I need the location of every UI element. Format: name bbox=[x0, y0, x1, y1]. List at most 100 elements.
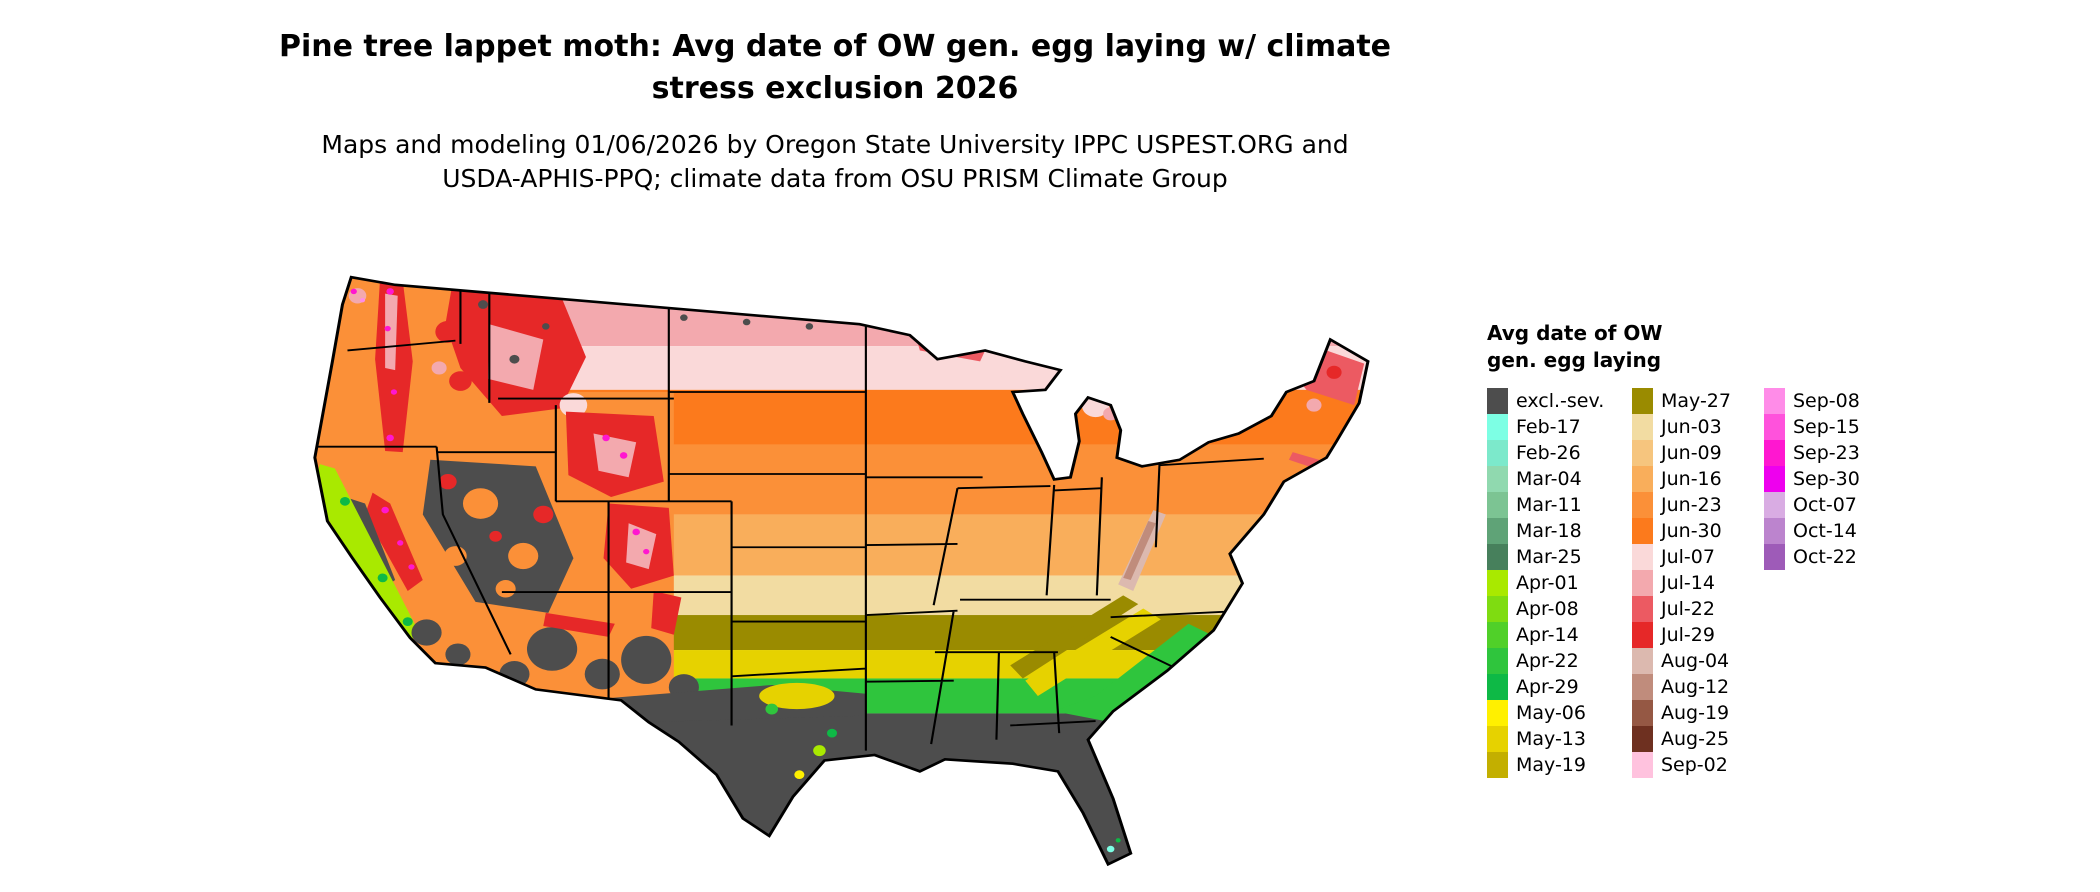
california-coast-green-dots bbox=[339, 496, 413, 626]
band-may13 bbox=[314, 650, 1368, 679]
legend-entry: Oct-14 bbox=[1764, 518, 1860, 544]
legend-swatch bbox=[1487, 492, 1508, 518]
legend-swatch bbox=[1487, 752, 1508, 778]
legend-entry: Apr-01 bbox=[1487, 570, 1604, 596]
texas-green-speck bbox=[765, 703, 779, 715]
region-sierra-red bbox=[365, 492, 423, 591]
legend-entry: Apr-22 bbox=[1487, 648, 1604, 674]
legend-entry: Jun-23 bbox=[1632, 492, 1731, 518]
legend-entry: May-27 bbox=[1632, 388, 1731, 414]
legend-swatch bbox=[1632, 492, 1653, 518]
legend-label: May-06 bbox=[1516, 702, 1586, 724]
texas-coast-green bbox=[826, 728, 838, 738]
legend-entry: Jun-16 bbox=[1632, 466, 1731, 492]
legend-entry: Jul-22 bbox=[1632, 596, 1731, 622]
legend-label: Mar-18 bbox=[1516, 520, 1582, 542]
legend-swatch bbox=[1487, 414, 1508, 440]
region-edwards-plateau-yellow bbox=[759, 682, 835, 710]
region-appalachia-brown bbox=[1123, 521, 1156, 581]
legend-swatch bbox=[1764, 492, 1785, 518]
legend-swatch bbox=[1632, 752, 1653, 778]
legend-label: Mar-25 bbox=[1516, 546, 1582, 568]
region-california-coast-green bbox=[314, 464, 421, 644]
legend-swatch bbox=[1487, 726, 1508, 752]
legend-label: Jun-30 bbox=[1661, 520, 1722, 542]
legend-entry: Aug-12 bbox=[1632, 674, 1731, 700]
legend-swatch bbox=[1632, 466, 1653, 492]
legend-entry: Apr-08 bbox=[1487, 596, 1604, 622]
legend-label: Jun-23 bbox=[1661, 494, 1722, 516]
wyoming-magenta-peaks bbox=[602, 434, 628, 459]
us-map bbox=[232, 228, 1437, 884]
legend-label: Sep-15 bbox=[1793, 416, 1860, 438]
legend-swatch bbox=[1632, 518, 1653, 544]
legend-swatch bbox=[1764, 388, 1785, 414]
legend-entry: Oct-07 bbox=[1764, 492, 1860, 518]
legend-swatch bbox=[1632, 726, 1653, 752]
legend-swatch bbox=[1487, 596, 1508, 622]
texas-coast-green-yellow bbox=[813, 745, 826, 757]
texas-coast-specks bbox=[794, 728, 838, 780]
legend-label: May-13 bbox=[1516, 728, 1586, 750]
legend-swatch bbox=[1632, 622, 1653, 648]
legend-swatch bbox=[1632, 674, 1653, 700]
legend-column-1: excl.-sev. Feb-17 Feb-26 Mar-04 bbox=[1487, 388, 1604, 778]
legend-label: Apr-22 bbox=[1516, 650, 1579, 672]
page-title-line-1: Pine tree lappet moth: Avg date of OW ge… bbox=[278, 29, 1392, 64]
legend-label: Apr-14 bbox=[1516, 624, 1579, 646]
map-legend: Avg date of OW gen. egg laying excl.-sev… bbox=[1487, 320, 1860, 778]
legend-label: Jul-14 bbox=[1661, 572, 1715, 594]
legend-entry: Jul-07 bbox=[1632, 544, 1731, 570]
legend-swatch bbox=[1632, 414, 1653, 440]
legend-entry: Sep-30 bbox=[1764, 466, 1860, 492]
legend-label: Sep-02 bbox=[1661, 754, 1728, 776]
legend-label: Aug-19 bbox=[1661, 702, 1730, 724]
legend-label: Jul-29 bbox=[1661, 624, 1715, 646]
legend-label: Mar-11 bbox=[1516, 494, 1582, 516]
legend-swatch bbox=[1487, 518, 1508, 544]
legend-swatch bbox=[1487, 700, 1508, 726]
legend-entry: Feb-26 bbox=[1487, 440, 1604, 466]
legend-label: Oct-22 bbox=[1793, 546, 1857, 568]
legend-swatch bbox=[1487, 440, 1508, 466]
subtitle-line-1: Maps and modeling 01/06/2026 by Oregon S… bbox=[321, 130, 1349, 159]
legend-label: Feb-17 bbox=[1516, 416, 1581, 438]
legend-entry: Mar-11 bbox=[1487, 492, 1604, 518]
legend-swatch bbox=[1632, 388, 1653, 414]
legend-label: Sep-23 bbox=[1793, 442, 1860, 464]
legend-label: Apr-08 bbox=[1516, 598, 1579, 620]
legend-label: Feb-26 bbox=[1516, 442, 1581, 464]
legend-swatch bbox=[1764, 440, 1785, 466]
legend-entry: Sep-02 bbox=[1632, 752, 1731, 778]
legend-label: Aug-04 bbox=[1661, 650, 1730, 672]
legend-swatch bbox=[1764, 544, 1785, 570]
region-wyoming-pink bbox=[593, 433, 637, 478]
legend-swatch bbox=[1487, 466, 1508, 492]
legend-entry: Apr-29 bbox=[1487, 674, 1604, 700]
blue-mountains-pink bbox=[431, 361, 447, 375]
legend-label: Sep-30 bbox=[1793, 468, 1860, 490]
header: Pine tree lappet moth: Avg date of OW ge… bbox=[0, 26, 1670, 196]
cascades-magenta-peaks bbox=[350, 288, 398, 442]
legend-title-line-1: Avg date of OW bbox=[1487, 321, 1663, 345]
legend-column-2: May-27 Jun-03 Jun-09 Jun-16 bbox=[1632, 388, 1731, 778]
legend-swatch bbox=[1632, 544, 1653, 570]
legend-label: Apr-01 bbox=[1516, 572, 1579, 594]
legend-column-3: Sep-08 Sep-15 Sep-23 Sep-30 bbox=[1764, 388, 1860, 570]
state-borders bbox=[314, 280, 1264, 751]
region-coastal-olive bbox=[1010, 595, 1139, 679]
legend-label: Jul-07 bbox=[1661, 546, 1715, 568]
region-coastal-yellow bbox=[1025, 608, 1161, 696]
band-excluded-south bbox=[314, 713, 1368, 865]
legend-entry: Jun-30 bbox=[1632, 518, 1731, 544]
legend-entry: Jun-03 bbox=[1632, 414, 1731, 440]
legend-label: Oct-07 bbox=[1793, 494, 1857, 516]
page-title-line-2: stress exclusion 2026 bbox=[651, 71, 1019, 106]
region-upper-peninsula-pink bbox=[982, 350, 1055, 392]
legend-swatch bbox=[1632, 440, 1653, 466]
florida-tip-green bbox=[1115, 838, 1121, 843]
legend-entry: Mar-18 bbox=[1487, 518, 1604, 544]
map-regions bbox=[314, 277, 1368, 865]
subtitle: Maps and modeling 01/06/2026 by Oregon S… bbox=[0, 128, 1670, 196]
